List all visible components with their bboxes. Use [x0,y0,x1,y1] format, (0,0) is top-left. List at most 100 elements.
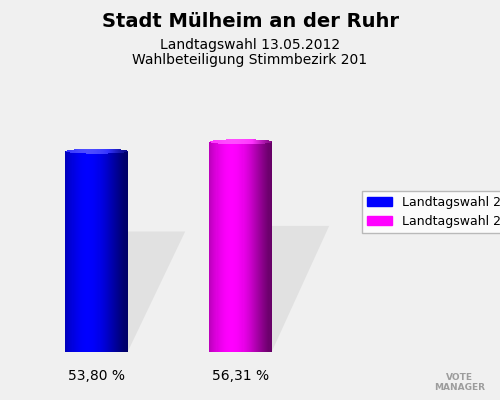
Bar [233,139,234,144]
Bar [258,140,260,144]
Bar [224,140,226,144]
Bar [234,139,235,144]
Bar [230,139,232,144]
Bar [104,149,106,154]
Bar [240,139,241,144]
Bar [244,139,246,144]
Bar [257,142,258,352]
Bar [224,142,226,352]
Bar [253,142,254,352]
Bar [234,142,235,352]
Bar [218,142,219,352]
Bar [242,139,243,144]
Bar [218,140,219,144]
Bar [270,141,272,142]
Bar [91,151,92,352]
Bar [107,149,108,154]
Bar [259,140,260,144]
Bar [98,151,100,352]
Bar [228,142,230,352]
Bar [209,142,210,352]
Bar [85,151,86,352]
Text: 56,31 %: 56,31 % [212,369,269,383]
Bar [216,142,218,352]
Bar [229,142,230,352]
Bar [86,151,88,352]
Bar [266,140,267,143]
Bar [89,149,90,154]
Text: 53,80 %: 53,80 % [68,369,125,383]
Bar [266,142,267,352]
Bar [258,142,260,352]
Bar [80,151,82,352]
Bar [253,139,254,144]
Bar [116,149,117,153]
Bar [222,140,224,144]
Bar [82,149,84,153]
Bar [80,149,82,153]
Bar [94,151,95,352]
Bar [248,139,249,144]
Bar [74,151,75,352]
Bar [256,140,258,144]
Text: Stadt Mülheim an der Ruhr: Stadt Mülheim an der Ruhr [102,12,399,31]
Bar [98,149,99,154]
Bar [108,151,110,352]
Bar [84,149,86,154]
Bar [244,142,246,352]
Bar [81,151,82,352]
Bar [126,150,127,152]
Bar [106,151,108,352]
Bar [250,139,252,144]
Bar [235,142,236,352]
Bar [227,140,228,144]
Bar [78,151,80,352]
Bar [240,142,241,352]
Bar [100,151,102,352]
Bar [229,139,230,144]
Bar [255,140,256,144]
Bar [74,150,75,153]
Bar [236,139,238,144]
Bar [120,150,122,153]
Bar [111,151,112,352]
Bar [242,142,244,352]
Bar [126,151,128,352]
Bar [222,142,224,352]
Bar [98,149,100,154]
Bar [96,151,98,352]
Bar [264,140,266,144]
Bar [111,149,112,153]
Bar [72,151,73,352]
Bar [212,142,214,352]
Bar [244,139,245,144]
Bar [88,149,90,154]
Bar [264,142,265,352]
Bar [96,149,97,154]
Bar [266,142,268,352]
Bar [94,149,95,154]
Bar [120,151,122,352]
Bar [268,142,269,352]
Bar [233,142,234,352]
Bar [68,150,70,152]
Bar [102,149,104,154]
Legend: Landtagswahl 2012, Landtagswahl 2010: Landtagswahl 2012, Landtagswahl 2010 [362,191,500,233]
Bar [222,142,223,352]
Bar [225,142,226,352]
Bar [82,151,84,352]
Bar [126,150,128,152]
Bar [214,142,215,352]
Bar [90,149,92,154]
Bar [118,151,120,352]
Bar [113,151,114,352]
Bar [122,151,123,352]
Bar [226,142,228,352]
Bar [109,151,110,352]
Bar [72,151,74,352]
Bar [76,149,77,153]
Bar [222,140,223,144]
Bar [78,151,79,352]
Bar [94,149,96,154]
Bar [70,151,72,352]
